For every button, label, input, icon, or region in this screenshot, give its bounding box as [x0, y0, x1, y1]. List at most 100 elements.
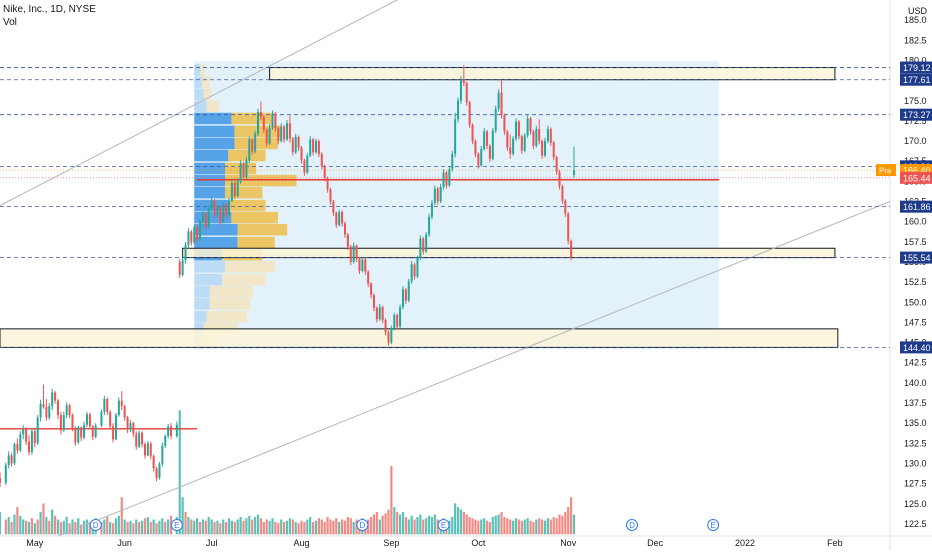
- candle-body: [326, 178, 329, 190]
- price-tick-label: 132.5: [904, 438, 927, 448]
- candle-body: [329, 189, 332, 202]
- volume-bar: [27, 521, 31, 535]
- volume-bar: [62, 520, 65, 535]
- pre-tag-label: Pre: [879, 167, 892, 176]
- time-tick-label: Aug: [293, 538, 309, 548]
- candle-body: [259, 112, 262, 117]
- candle-body: [100, 411, 103, 426]
- volume-bar: [39, 512, 42, 535]
- price-tick-label: 127.5: [904, 479, 927, 489]
- candle-body: [80, 427, 83, 438]
- price-level-box: [900, 341, 932, 354]
- volume-bar: [451, 517, 454, 535]
- candle-body: [451, 153, 454, 170]
- candle-body: [465, 83, 468, 103]
- volume-bar: [561, 515, 564, 535]
- volume-bar: [471, 518, 474, 535]
- volume-bar: [532, 521, 535, 535]
- candle-body: [572, 170, 576, 175]
- candle-body: [552, 142, 555, 158]
- time-tick-label: Jun: [117, 538, 132, 548]
- volume-bar: [401, 512, 405, 535]
- candle-body: [190, 231, 193, 243]
- candle-body: [387, 332, 390, 343]
- candle-body: [216, 207, 219, 215]
- volume-bar: [309, 517, 312, 535]
- candle-body: [112, 426, 115, 440]
- volume-bar: [120, 497, 123, 535]
- volume-bar: [503, 517, 506, 535]
- candle-body: [488, 145, 491, 159]
- volume-bar: [265, 519, 268, 535]
- volume-bar: [346, 517, 349, 535]
- volume-profile-up-bar: [194, 211, 232, 224]
- candle-body: [564, 200, 567, 214]
- candle-body: [500, 92, 503, 116]
- volume-bar: [549, 519, 552, 535]
- candle-body: [303, 160, 306, 173]
- candle-body: [13, 444, 16, 464]
- dividend-marker-label: D: [359, 521, 365, 530]
- candle-body: [370, 283, 373, 296]
- volume-bar: [256, 514, 260, 535]
- candle-body: [0, 477, 2, 483]
- volume-bar: [500, 512, 503, 535]
- price-axis-layer: 122.5 125.0 127.5 130.0 132.5 135.0 137.5 140.0…: [876, 15, 932, 529]
- price-tick-label: 182.5: [904, 35, 927, 45]
- candle-body: [129, 423, 132, 430]
- volume-bar: [332, 520, 335, 535]
- price-tick-label: 130.0: [904, 458, 927, 468]
- volume-bar: [271, 518, 274, 535]
- candle-body: [477, 153, 480, 166]
- volume-bar: [196, 518, 199, 535]
- volume-bar: [375, 512, 378, 535]
- candle-body: [428, 216, 431, 235]
- price-tick-label: 125.0: [904, 499, 927, 509]
- time-tick-label: Nov: [560, 538, 577, 548]
- candle-body: [526, 118, 529, 136]
- candle-body: [30, 431, 33, 453]
- volume-bar: [126, 521, 129, 535]
- volume-profile-up-bar: [194, 76, 202, 88]
- time-tick-label: Feb: [827, 538, 843, 548]
- candle-body: [416, 257, 419, 277]
- candle-body: [33, 431, 36, 444]
- volume-bar: [323, 521, 326, 535]
- volume-bar: [529, 520, 532, 535]
- candle-body: [346, 234, 349, 247]
- volume-bar: [68, 523, 71, 535]
- volume-bar: [210, 519, 213, 535]
- volume-bar: [506, 518, 509, 535]
- candle-body: [314, 141, 318, 153]
- volume-bar: [30, 518, 33, 535]
- candle-body: [42, 403, 45, 408]
- volume-profile-down-bar: [206, 311, 247, 323]
- candle-body: [164, 436, 167, 446]
- volume-bar: [303, 521, 306, 535]
- volume-bar: [135, 519, 138, 535]
- volume-bar: [24, 520, 28, 535]
- volume-bar: [285, 520, 289, 535]
- candle-body: [254, 133, 257, 152]
- volume-profile-up-bar: [194, 186, 226, 199]
- volume-bar: [288, 518, 292, 535]
- candle-body: [161, 445, 164, 465]
- volume-bar: [140, 520, 144, 535]
- volume-bar: [367, 519, 370, 535]
- volume-bar: [283, 521, 286, 535]
- volume-bar: [410, 515, 413, 535]
- volume-bar: [109, 521, 112, 535]
- volume-bar: [436, 519, 439, 535]
- volume-bar: [248, 515, 251, 535]
- candle-body: [517, 121, 520, 137]
- volume-profile-down-bar: [209, 286, 254, 298]
- volume-bar: [407, 519, 410, 535]
- candle-body: [114, 415, 117, 440]
- candle-body: [300, 147, 303, 161]
- volume-bar: [239, 517, 242, 535]
- volume-bar: [419, 514, 422, 535]
- volume-bar: [117, 515, 120, 535]
